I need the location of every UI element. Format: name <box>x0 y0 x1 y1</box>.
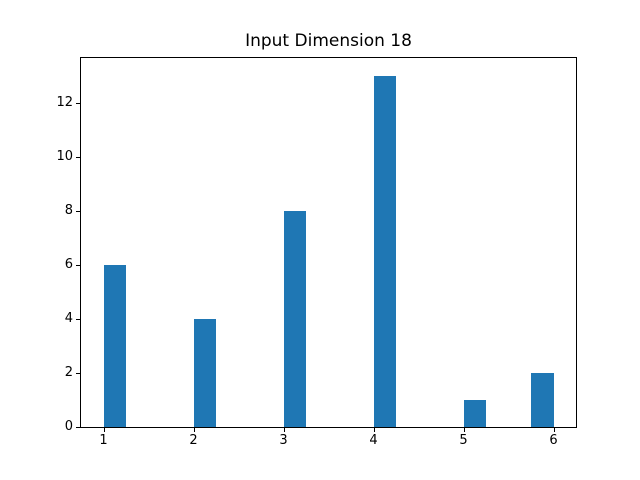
x-tick-label: 6 <box>549 433 558 448</box>
y-tick-mark <box>76 210 80 212</box>
x-tick-label: 2 <box>189 433 198 448</box>
y-tick-label: 2 <box>64 364 73 380</box>
y-tick-label: 6 <box>64 256 73 272</box>
y-tick-label: 0 <box>64 419 73 434</box>
y-tick-label: 12 <box>56 94 73 110</box>
bar <box>193 318 216 427</box>
x-tick-label: 1 <box>99 433 108 448</box>
x-tick-mark <box>283 428 285 432</box>
bar <box>463 399 486 427</box>
x-tick-mark <box>373 428 375 432</box>
y-tick-mark <box>76 427 80 428</box>
x-tick-label: 4 <box>369 433 378 448</box>
y-tick-mark <box>76 318 80 320</box>
x-tick-mark <box>463 428 465 432</box>
plot-area: 1 2 3 4 5 6 0 2 4 6 8 10 12 <box>56 57 577 448</box>
bar <box>531 372 554 427</box>
y-tick-label: 4 <box>64 310 73 326</box>
y-tick-mark <box>76 156 80 158</box>
x-tick-mark <box>553 428 555 432</box>
bar <box>283 210 306 427</box>
y-tick-label: 10 <box>56 148 73 164</box>
y-tick-mark <box>76 102 80 104</box>
x-tick-mark <box>103 428 105 432</box>
y-tick-mark <box>76 372 80 374</box>
x-tick-label: 3 <box>279 433 288 448</box>
x-tick-label: 5 <box>459 433 468 448</box>
y-tick-mark <box>76 264 80 266</box>
bar <box>103 264 126 427</box>
chart-title: Input Dimension 18 <box>245 31 412 51</box>
x-tick-mark <box>193 428 195 432</box>
y-tick-label: 8 <box>64 202 73 218</box>
bar <box>373 75 396 427</box>
